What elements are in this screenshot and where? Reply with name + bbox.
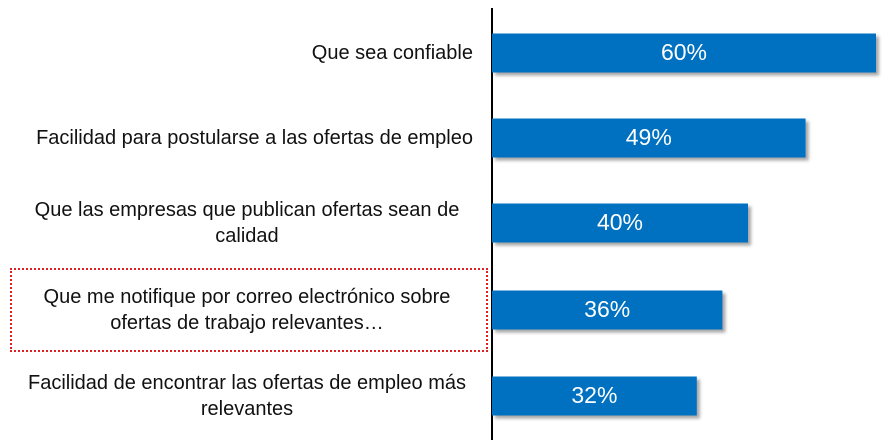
value-label: 32% [571,382,617,408]
value-label: 49% [626,124,672,150]
value-label: 40% [597,209,643,235]
category-label: Que sea confiable [311,42,473,64]
bar [492,203,748,243]
category-label: Que me notifique por correo electrónico … [43,286,451,334]
bar [492,33,876,73]
value-label: 36% [584,296,630,322]
category-label: Facilidad para postularse a las ofertas … [36,127,473,149]
bar [492,118,806,158]
bar [492,376,697,416]
bar [492,290,723,330]
value-label: 60% [661,39,707,65]
category-label: Facilidad de encontrar las ofertas de em… [27,372,466,420]
highlight-box [10,268,488,352]
category-label: Que las empresas que publican ofertas se… [34,199,460,247]
